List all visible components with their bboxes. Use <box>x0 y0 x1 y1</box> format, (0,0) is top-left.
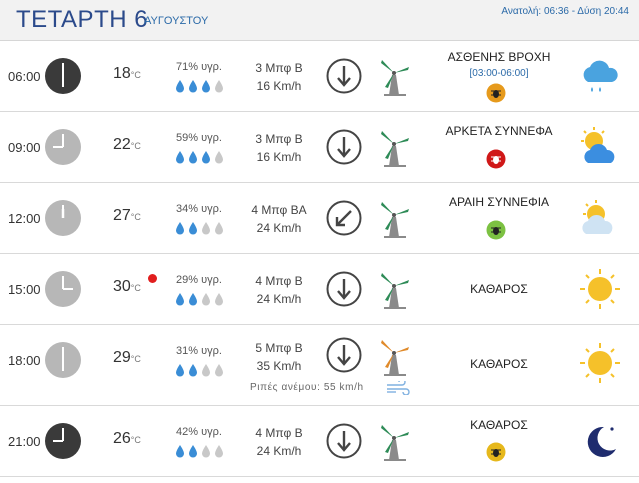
sun-icon <box>580 343 620 383</box>
condition-label: ΚΑΘΑΡΟΣ <box>470 357 528 371</box>
condition-label: ΑΡΚΕΤΑ ΣΥΝΝΕΦΑ <box>445 124 553 138</box>
wind-gust-icon <box>387 381 410 395</box>
wind-info: 4 Μπφ Β 24 Km/h <box>246 272 312 308</box>
month-label: ΑΥΓΟΥΣΤΟΥ <box>144 15 209 27</box>
wind-force: 4 Μπφ Β <box>255 274 303 288</box>
clock-icon <box>45 200 81 236</box>
arrow-down-icon <box>326 423 362 459</box>
arrow-down-icon <box>326 129 362 165</box>
temperature: 22°C <box>113 136 141 153</box>
wind-turbine-icon <box>381 202 409 238</box>
temperature: 27°C <box>113 207 141 224</box>
temperature: 26°C <box>113 430 141 447</box>
wind-turbine-icon <box>381 340 409 376</box>
arrow-down-icon <box>326 58 362 94</box>
wind-force: 3 Μπφ Β <box>255 132 303 146</box>
rain-drops-icon <box>176 222 223 235</box>
partly-cloudy-icon <box>582 200 613 234</box>
row-time: 15:00 <box>8 282 41 297</box>
arrow-down-icon <box>326 337 362 373</box>
wind-turbine-icon <box>381 60 409 96</box>
forecast-row[interactable]: 06:00 18°C 71% υγρ. 3 Μπφ Β 16 Km/h ΑΣΘΕΝ… <box>0 41 639 112</box>
sun-icon <box>580 269 620 309</box>
rain-drops-icon <box>176 364 223 377</box>
wind-info: 3 Μπφ Β 16 Km/h <box>246 130 312 166</box>
humidity: 59% υγρ. <box>176 132 222 144</box>
rain-drops-icon <box>176 293 223 306</box>
forecast-row[interactable]: 12:00 27°C 34% υγρ. 4 Μπφ ΒΑ 24 Km/h ΑΡΑΙ… <box>0 183 639 254</box>
wind-force: 5 Μπφ Β <box>255 341 303 355</box>
bug-badge-icon <box>486 83 506 103</box>
clock-icon <box>45 129 81 165</box>
wind-speed: 24 Km/h <box>256 292 302 306</box>
rain-drops-icon <box>176 445 223 458</box>
row-time: 09:00 <box>8 140 41 155</box>
temperature: 30°C <box>113 278 141 295</box>
wind-speed: 16 Km/h <box>256 150 302 164</box>
arrow-down-left-icon <box>326 200 362 236</box>
wind-info: 4 Μπφ ΒΑ 24 Km/h <box>246 201 312 237</box>
wind-speed: 35 Km/h <box>256 359 302 373</box>
bug-badge-icon <box>486 220 506 240</box>
forecast-row[interactable]: 18:00 29°C 31% υγρ. 5 Μπφ Β 35 Km/h ΚΑΘΑΡ… <box>0 325 639 406</box>
wind-info: 3 Μπφ Β 16 Km/h <box>246 59 312 95</box>
condition-label: ΑΣΘΕΝΗΣ ΒΡΟΧΗ <box>447 50 551 64</box>
wind-force: 4 Μπφ Β <box>255 426 303 440</box>
forecast-header: ΤΕΤΑΡΤΗ 6 ΑΥΓΟΥΣΤΟΥ Ανατολή: 06:36 - Δύσ… <box>0 0 639 41</box>
row-time: 12:00 <box>8 211 41 226</box>
temperature: 29°C <box>113 349 141 366</box>
moon-icon <box>587 426 616 457</box>
wind-speed: 16 Km/h <box>256 79 302 93</box>
humidity: 29% υγρ. <box>176 274 222 286</box>
condition-label: ΚΑΘΑΡΟΣ <box>470 282 528 296</box>
condition-range: [03:00-06:00] <box>469 68 529 79</box>
wind-force: 3 Μπφ Β <box>255 61 303 75</box>
row-time: 18:00 <box>8 353 41 368</box>
wind-force: 4 Μπφ ΒΑ <box>251 203 307 217</box>
condition-label: ΑΡΑΙΗ ΣΥΝΝΕΦΙΑ <box>448 195 550 209</box>
forecast-row[interactable]: 21:00 26°C 42% υγρ. 4 Μπφ Β 24 Km/h ΚΑΘΑΡ… <box>0 406 639 477</box>
clock-icon <box>45 271 81 307</box>
wind-gust-label: Ριπές ανέμου: 55 km/h <box>250 382 364 393</box>
humidity: 42% υγρ. <box>176 426 222 438</box>
day-title: ΤΕΤΑΡΤΗ 6 <box>16 6 149 33</box>
clock-icon <box>45 423 81 459</box>
row-time: 21:00 <box>8 434 41 449</box>
rain-drops-icon <box>176 151 223 164</box>
wind-speed: 24 Km/h <box>256 444 302 458</box>
row-time: 06:00 <box>8 69 41 84</box>
condition-label: ΚΑΘΑΡΟΣ <box>470 418 528 432</box>
wind-info: 4 Μπφ Β 24 Km/h <box>246 424 312 460</box>
clock-icon <box>45 58 81 94</box>
forecast-row[interactable]: 15:00 30°C 29% υγρ. 4 Μπφ Β 24 Km/h ΚΑΘΑΡ… <box>0 254 639 325</box>
clock-icon <box>45 342 81 378</box>
arrow-down-icon <box>326 271 362 307</box>
wind-info: 5 Μπφ Β 35 Km/h <box>246 339 312 375</box>
forecast-row[interactable]: 09:00 22°C 59% υγρ. 3 Μπφ Β 16 Km/h ΑΡΚΕΤ… <box>0 112 639 183</box>
temperature: 18°C <box>113 65 141 82</box>
humidity: 34% υγρ. <box>176 203 222 215</box>
sunrise-sunset: Ανατολή: 06:36 - Δύση 20:44 <box>501 6 629 17</box>
rain-cloud-icon <box>583 60 618 92</box>
sun-cloud-icon <box>581 127 615 163</box>
humidity: 71% υγρ. <box>176 61 222 73</box>
wind-turbine-icon <box>381 425 409 461</box>
humidity: 31% υγρ. <box>176 345 222 357</box>
wind-speed: 24 Km/h <box>256 221 302 235</box>
wind-turbine-icon <box>381 131 409 167</box>
hot-indicator <box>148 274 157 283</box>
rain-drops-icon <box>176 80 223 93</box>
bug-badge-icon <box>486 149 506 169</box>
wind-turbine-icon <box>381 273 409 309</box>
bug-badge-icon <box>486 442 506 462</box>
